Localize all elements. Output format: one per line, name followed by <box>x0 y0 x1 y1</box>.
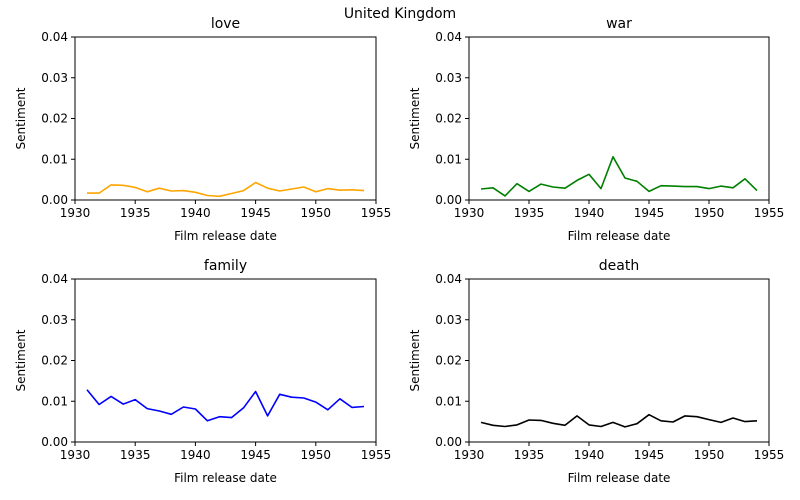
war-y-tick-label: 0.01 <box>435 152 462 166</box>
love-x-axis-label: Film release date <box>174 229 277 243</box>
war-x-tick-label: 1930 <box>454 206 485 220</box>
death-y-tick-label: 0.02 <box>435 354 462 368</box>
war-x-tick-label: 1935 <box>514 206 545 220</box>
war-x-tick-label: 1940 <box>574 206 605 220</box>
death-axes-frame <box>468 278 770 443</box>
death-x-tick-label: 1935 <box>514 448 545 462</box>
family-x-tick-label: 1950 <box>301 448 332 462</box>
family-panel: 1930 1935 1940 1945 1950 1955 0.00 0.01 0.02 0.03… <box>14 258 391 485</box>
war-x-axis-label: Film release date <box>568 229 671 243</box>
love-x-tick-label: 1950 <box>301 206 332 220</box>
family-x-tick-label: 1935 <box>120 448 151 462</box>
love-y-axis-label: Sentiment <box>14 87 28 149</box>
death-x-tick-label: 1945 <box>634 448 665 462</box>
love-x-tick-label: 1935 <box>120 206 151 220</box>
family-y-axis-label: Sentiment <box>14 329 28 391</box>
war-panel: 1930 1935 1940 1945 1950 1955 0.00 0.01 0.02 0.03… <box>408 16 784 243</box>
love-panel: 1930 1935 1940 1945 1950 1955 0.00 0.01 0.02 0.03… <box>14 16 391 243</box>
love-y-tick-label: 0.04 <box>41 30 68 44</box>
death-series-line <box>480 413 758 428</box>
family-x-axis-label: Film release date <box>174 471 277 485</box>
death-y-tick-label: 0.01 <box>435 394 462 408</box>
family-y-tick-label: 0.02 <box>41 354 68 368</box>
love-title: love <box>211 16 240 32</box>
family-y-tick-label: 0.03 <box>41 313 68 327</box>
family-x-tick-label: 1945 <box>240 448 271 462</box>
family-title: family <box>204 258 247 274</box>
figure-title: United Kingdom <box>343 6 457 22</box>
death-panel: 1930 1935 1940 1945 1950 1955 0.00 0.01 0.02 0.03… <box>408 258 784 485</box>
war-x-tick-label: 1945 <box>634 206 665 220</box>
family-x-tick-label: 1940 <box>180 448 211 462</box>
war-axes-frame <box>468 36 770 201</box>
family-y-tick-label: 0.01 <box>41 394 68 408</box>
death-x-tick-label: 1940 <box>574 448 605 462</box>
love-series-line <box>87 181 365 198</box>
love-y-tick-label: 0.02 <box>41 112 68 126</box>
war-y-tick-label: 0.02 <box>435 112 462 126</box>
family-y-tick-label: 0.04 <box>41 272 68 286</box>
death-x-tick-label: 1930 <box>454 448 485 462</box>
love-y-tick-label: 0.01 <box>41 152 68 166</box>
family-x-tick-label: 1955 <box>361 448 392 462</box>
war-x-tick-label: 1950 <box>694 206 725 220</box>
war-x-tick-label: 1955 <box>754 206 785 220</box>
family-x-tick-label: 1930 <box>60 448 91 462</box>
war-y-tick-label: 0.00 <box>435 193 462 207</box>
death-x-tick-label: 1955 <box>754 448 785 462</box>
death-title: death <box>599 258 639 274</box>
family-series-line <box>86 389 365 422</box>
war-y-axis-label: Sentiment <box>408 87 422 149</box>
death-x-tick-label: 1950 <box>694 448 725 462</box>
love-x-tick-label: 1945 <box>240 206 271 220</box>
love-x-tick-label: 1930 <box>60 206 91 220</box>
war-y-tick-label: 0.03 <box>435 71 462 85</box>
war-title: war <box>606 16 632 32</box>
family-y-tick-label: 0.00 <box>41 435 68 449</box>
love-y-tick-label: 0.03 <box>41 71 68 85</box>
death-y-axis-label: Sentiment <box>408 329 422 391</box>
love-y-tick-label: 0.00 <box>41 193 68 207</box>
death-y-tick-label: 0.04 <box>435 272 462 286</box>
love-x-tick-label: 1955 <box>361 206 392 220</box>
death-x-axis-label: Film release date <box>568 471 671 485</box>
death-y-tick-label: 0.00 <box>435 435 462 449</box>
love-x-tick-label: 1940 <box>180 206 211 220</box>
love-axes-frame <box>74 36 377 201</box>
war-series-line <box>480 156 758 197</box>
death-y-tick-label: 0.03 <box>435 313 462 327</box>
war-y-tick-label: 0.04 <box>435 30 462 44</box>
